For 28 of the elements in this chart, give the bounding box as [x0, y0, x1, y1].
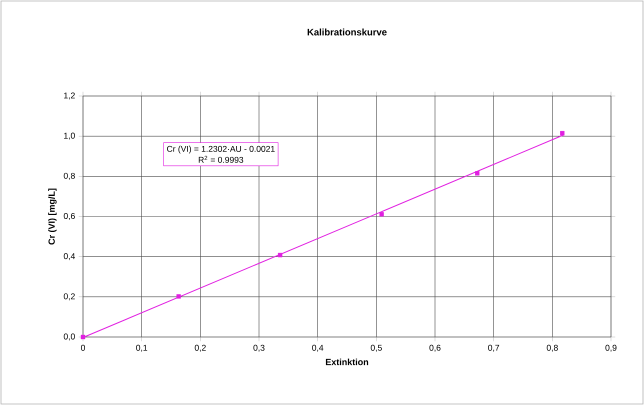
y-tick-label: 0,8 [64, 172, 75, 180]
annotation: Cr (VI) = 1.2302·AU - 0.0021 [167, 146, 275, 154]
x-tick-label: 0,5 [370, 344, 382, 352]
y-tick-label: 0,0 [64, 334, 75, 340]
y-tick-label: 1,2 [64, 92, 75, 100]
x-tick-label: 0,8 [546, 344, 558, 352]
point [475, 171, 480, 176]
annotation: R$^{2}$ = 0.9993 [198, 156, 244, 163]
point [278, 252, 282, 258]
x-tick-label: 0,1 [136, 344, 148, 352]
y-tick-label: 0,4 [64, 253, 75, 260]
point [80, 334, 86, 340]
y-tick-label: 1,0 [64, 132, 75, 140]
x-tick-label: 0,9 [605, 344, 616, 352]
x-axis-title: Extinktion [326, 358, 368, 366]
x-tick-label: 0,4 [312, 344, 324, 352]
y-tick-label: 0,6 [64, 213, 75, 220]
point [379, 212, 384, 216]
x-tick-label: 0,6 [429, 344, 441, 352]
y-tick-label: 0,2 [64, 293, 75, 300]
y-axis-title: Cr (VI) [mg/L] [48, 188, 57, 245]
point [176, 294, 181, 299]
chart-title: Kalibrationskurve [308, 28, 387, 36]
x-tick-label: 0 [80, 344, 86, 351]
point [560, 130, 564, 136]
x-tick-label: 0,7 [488, 344, 500, 352]
x-tick-label: 0,2 [194, 344, 206, 352]
x-tick-label: 0,3 [253, 344, 265, 352]
